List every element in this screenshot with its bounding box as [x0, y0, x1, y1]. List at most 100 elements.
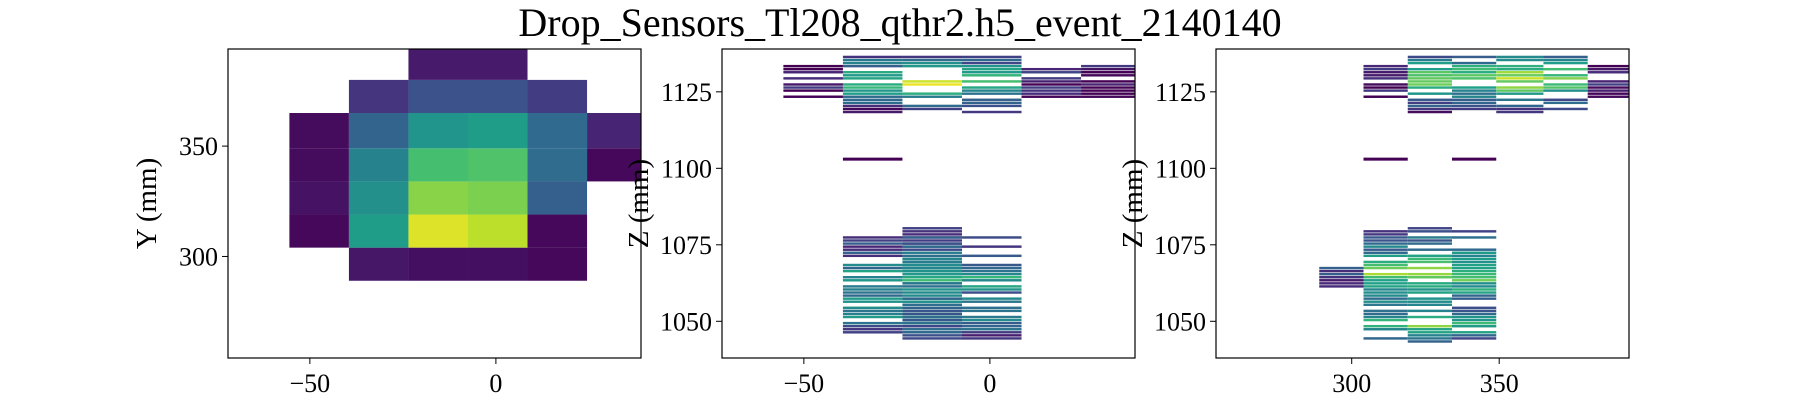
xz-cell	[902, 233, 962, 236]
xz-cell	[783, 71, 843, 74]
yz-axes-frame	[1215, 48, 1630, 359]
yz-cell	[1363, 266, 1408, 270]
xz-cell	[842, 242, 903, 245]
xz-cell	[961, 324, 1022, 328]
yz-cell	[1452, 285, 1497, 288]
yz-cell	[1363, 337, 1408, 340]
xz-cell	[902, 288, 962, 291]
yz-cell	[1452, 98, 1497, 102]
xz-cell	[842, 74, 903, 77]
xy-cell	[408, 214, 468, 248]
yz-cell	[1407, 248, 1452, 251]
xy-cell	[408, 148, 468, 182]
yz-cell	[1363, 282, 1408, 285]
yz-cell	[1452, 315, 1497, 319]
yz-cell	[1452, 77, 1497, 80]
xz-cell	[842, 86, 903, 89]
xy-cell	[467, 214, 528, 248]
xz-cell	[1081, 67, 1135, 71]
yz-cell	[1496, 110, 1544, 114]
xz-cell	[842, 251, 903, 254]
xz-cell	[902, 58, 962, 62]
xz-panel: −5001050107511001125X (mm)Z (mm)	[623, 48, 1136, 398]
xz-cell	[842, 77, 903, 80]
xz-cell	[1081, 74, 1135, 77]
xz-cell	[842, 64, 903, 68]
xy-cell	[348, 113, 409, 149]
yz-cell	[1363, 251, 1408, 254]
yz-cell	[1587, 92, 1629, 95]
yz-cell	[1363, 324, 1408, 328]
yz-cell	[1363, 236, 1408, 239]
xz-cell	[842, 92, 903, 95]
yz-cell	[1407, 230, 1452, 233]
yz-cell	[1407, 83, 1452, 86]
xz-cell	[902, 321, 962, 325]
xz-cell	[902, 227, 962, 230]
yz-cell	[1363, 242, 1408, 245]
xy-cell	[467, 49, 528, 80]
yz-cell	[1407, 324, 1452, 328]
yz-cell	[1496, 77, 1544, 80]
yz-cell	[1452, 64, 1497, 68]
xz-cell	[842, 89, 903, 92]
xy-ytick-label: 300	[179, 242, 218, 271]
xz-plot-area	[783, 55, 1135, 340]
yz-cell	[1407, 236, 1452, 239]
yz-cell	[1496, 67, 1544, 71]
xz-cell	[961, 92, 1022, 95]
yz-cell	[1452, 74, 1497, 77]
xz-cell	[842, 297, 903, 300]
xz-cell	[902, 337, 962, 340]
xz-cell	[961, 328, 1022, 331]
xz-cell	[842, 315, 903, 319]
yz-cell	[1407, 101, 1452, 105]
yz-cell	[1496, 74, 1544, 77]
xz-cell	[842, 104, 903, 108]
xz-cell	[1081, 64, 1135, 68]
yz-cell	[1407, 74, 1452, 77]
yz-cell	[1496, 98, 1544, 102]
xz-cell	[842, 324, 903, 328]
xz-cell	[842, 55, 903, 59]
yz-cell	[1363, 272, 1408, 276]
xz-cell	[961, 80, 1022, 83]
xy-cell	[527, 79, 588, 114]
xz-cell	[961, 315, 1022, 319]
xy-cell	[467, 181, 528, 215]
xy-cell	[527, 247, 588, 281]
xy-cell	[587, 148, 641, 182]
xz-cell	[961, 58, 1022, 62]
yz-ytick-label: 1075	[1154, 231, 1206, 260]
yz-cell	[1452, 318, 1497, 322]
xz-ytick-label: 1125	[661, 78, 712, 107]
yz-cell	[1363, 276, 1408, 279]
yz-cell	[1407, 86, 1452, 89]
yz-cell	[1363, 245, 1408, 248]
yz-cell	[1452, 282, 1497, 285]
yz-cell	[1452, 254, 1497, 258]
xz-cell	[961, 269, 1022, 273]
xz-cell	[1081, 80, 1135, 83]
xy-cell	[348, 148, 409, 182]
xz-cell	[961, 306, 1022, 310]
yz-cell	[1452, 306, 1497, 310]
yz-cell	[1319, 282, 1364, 285]
yz-cell	[1496, 89, 1544, 92]
xy-cell	[348, 181, 409, 215]
yz-cell	[1452, 230, 1497, 233]
xz-cell	[842, 239, 903, 242]
xz-cell	[902, 276, 962, 279]
yz-cell	[1407, 297, 1452, 300]
yz-ytick-label: 1100	[1155, 154, 1206, 183]
yz-cell	[1407, 67, 1452, 71]
yz-cell	[1452, 272, 1497, 276]
xz-cell	[902, 236, 962, 239]
xz-cell	[961, 300, 1022, 303]
yz-cell	[1496, 71, 1544, 74]
yz-cell	[1363, 260, 1408, 264]
xz-cell	[961, 309, 1022, 313]
xz-cell	[842, 312, 903, 316]
xz-cell	[842, 157, 903, 161]
